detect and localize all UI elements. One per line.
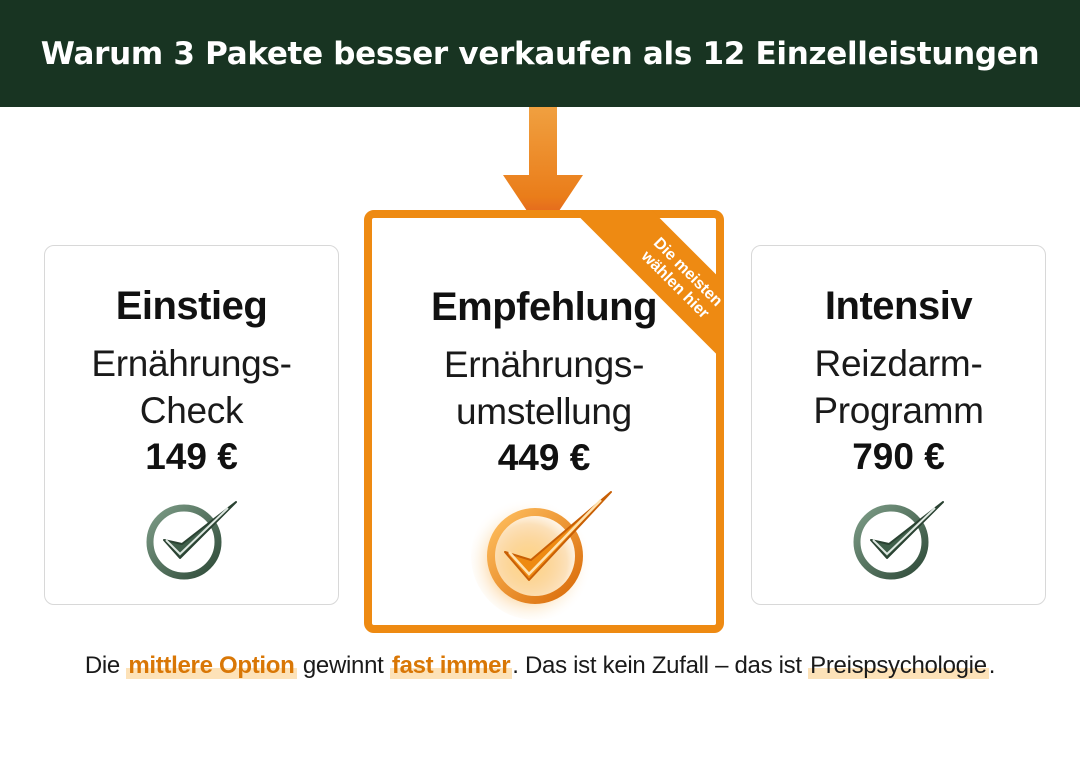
package-price: 149 € xyxy=(145,436,238,477)
product-line-1: Reizdarm- xyxy=(814,343,983,384)
arrow-down-icon xyxy=(503,107,583,235)
product-line-1: Ernährungs- xyxy=(91,343,292,384)
package-card-intensiv[interactable]: Intensiv Reizdarm- Programm 790 € xyxy=(751,245,1046,605)
package-product: Reizdarm- Programm xyxy=(752,340,1045,434)
checkmark-icon xyxy=(146,501,237,580)
tagline-highlight: mittlere Option xyxy=(126,652,297,679)
package-card-empfehlung[interactable]: Die meisten wählen hier Empfehlung Ernäh… xyxy=(364,210,724,633)
package-price: 449 € xyxy=(497,437,591,478)
package-product: Ernährungs- Check xyxy=(45,340,338,434)
package-name: Intensiv xyxy=(824,284,973,328)
page-title: Warum 3 Pakete besser verkaufen als 12 E… xyxy=(40,35,1040,72)
package-name: Empfehlung xyxy=(430,285,658,329)
header-banner: Warum 3 Pakete besser verkaufen als 12 E… xyxy=(0,0,1080,107)
tagline-text: . Das ist kein Zufall – das ist xyxy=(512,652,809,679)
checkmark-icon xyxy=(471,491,612,620)
product-line-2: Programm xyxy=(813,390,984,431)
product-line-2: Check xyxy=(139,390,244,431)
package-price: 790 € xyxy=(852,436,945,477)
tagline-highlight: Preispsychologie xyxy=(808,652,989,679)
tagline-highlight: fast immer xyxy=(389,652,513,679)
package-product: Ernährungs- umstellung xyxy=(372,341,716,435)
tagline: Die mittlere Option gewinnt fast immer. … xyxy=(0,652,1080,680)
tagline-text: gewinnt xyxy=(296,652,390,679)
checkmark-icon xyxy=(853,501,944,580)
product-line-2: umstellung xyxy=(456,391,632,432)
tagline-text: Die xyxy=(84,652,127,679)
recommended-ribbon: Die meisten wählen hier xyxy=(544,210,724,390)
ribbon-line-1: Die meisten xyxy=(649,234,724,311)
package-card-einstieg[interactable]: Einstieg Ernährungs- Check 149 € xyxy=(44,245,339,605)
product-line-1: Ernährungs- xyxy=(443,344,645,385)
package-name: Einstieg xyxy=(115,284,268,328)
tagline-text: . xyxy=(988,652,996,679)
